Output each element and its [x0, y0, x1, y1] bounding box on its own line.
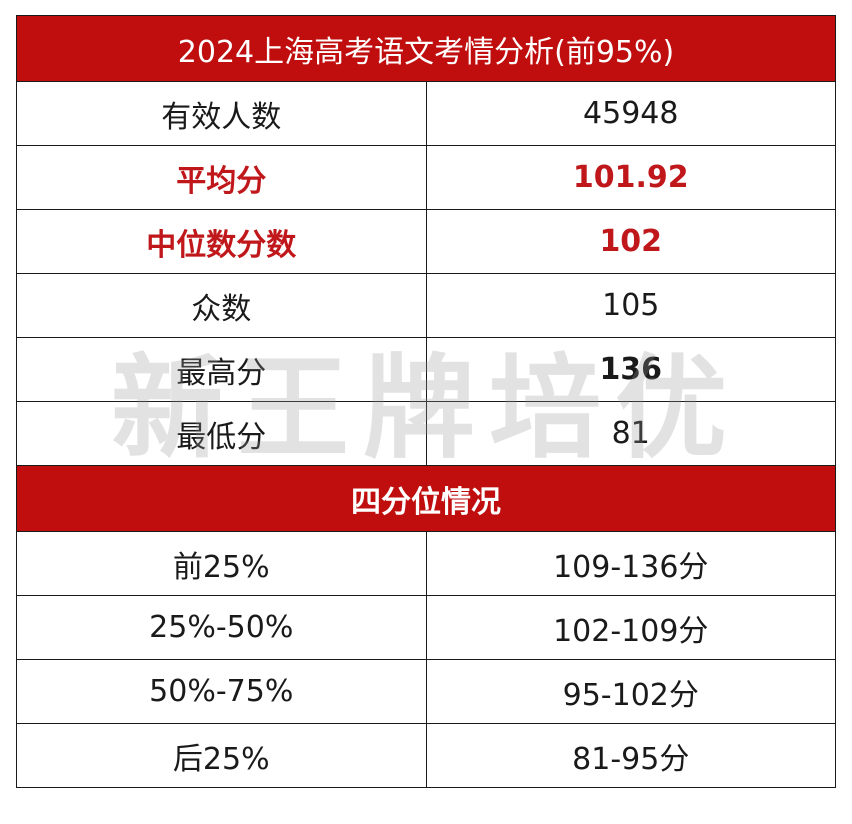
stat-row-average: 平均分 101.92 [16, 145, 836, 210]
quartile-heading-row: 四分位情况 [16, 465, 836, 532]
table-title: 2024上海高考语文考情分析(前95%) [16, 15, 836, 82]
stat-label: 有效人数 [16, 81, 427, 146]
quartile-row-top: 前25% 109-136分 [16, 531, 836, 596]
quartile-range: 81-95分 [425, 723, 836, 788]
stat-row-valid-count: 有效人数 45948 [16, 81, 836, 146]
quartile-range: 109-136分 [425, 531, 836, 596]
quartile-row-third: 50%-75% 95-102分 [16, 659, 836, 724]
stat-value: 101.92 [425, 145, 836, 210]
stat-label: 众数 [16, 273, 427, 338]
stat-label: 最高分 [16, 337, 427, 402]
title-row: 2024上海高考语文考情分析(前95%) [16, 15, 836, 82]
quartile-range: 95-102分 [425, 659, 836, 724]
stat-value: 105 [425, 273, 836, 338]
stat-label: 最低分 [16, 401, 427, 466]
quartile-row-second: 25%-50% 102-109分 [16, 595, 836, 660]
stat-row-min: 最低分 81 [16, 401, 836, 466]
quartile-label: 前25% [16, 531, 427, 596]
quartile-heading: 四分位情况 [16, 465, 836, 532]
stat-value: 102 [425, 209, 836, 274]
stat-row-median: 中位数分数 102 [16, 209, 836, 274]
quartile-label: 50%-75% [16, 659, 427, 724]
stat-label: 中位数分数 [16, 209, 427, 274]
stat-value: 136 [425, 337, 836, 402]
stat-value: 45948 [425, 81, 836, 146]
quartile-label: 后25% [16, 723, 427, 788]
stat-value: 81 [425, 401, 836, 466]
stat-label: 平均分 [16, 145, 427, 210]
stat-row-max: 最高分 136 [16, 337, 836, 402]
quartile-row-bottom: 后25% 81-95分 [16, 723, 836, 788]
quartile-label: 25%-50% [16, 595, 427, 660]
stat-row-mode: 众数 105 [16, 273, 836, 338]
exam-analysis-table: 2024上海高考语文考情分析(前95%) 有效人数 45948 平均分 101.… [16, 15, 836, 788]
quartile-range: 102-109分 [425, 595, 836, 660]
